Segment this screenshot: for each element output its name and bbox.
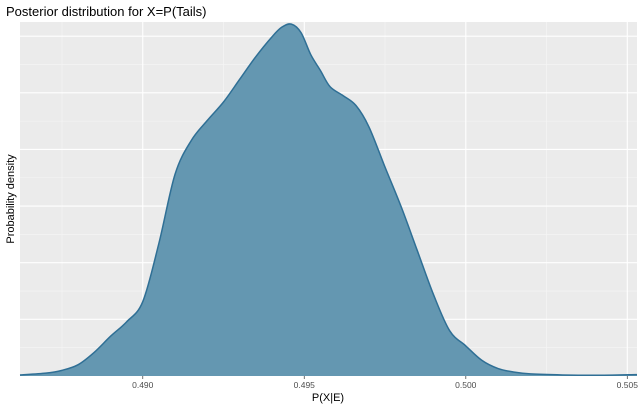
chart-title: Posterior distribution for X=P(Tails) [6, 4, 207, 19]
density-area [20, 23, 637, 377]
density-outline [19, 23, 638, 377]
x-axis-ticks: 0.490 0.495 0.500 0.505 [132, 376, 638, 390]
x-tick-label: 0.505 [617, 380, 639, 390]
x-tick-label: 0.495 [294, 380, 316, 390]
y-axis-label: Probability density [5, 154, 17, 244]
x-axis-label: P(X|E) [312, 392, 344, 404]
x-tick-label: 0.500 [455, 380, 477, 390]
x-tick-label: 0.490 [132, 380, 154, 390]
